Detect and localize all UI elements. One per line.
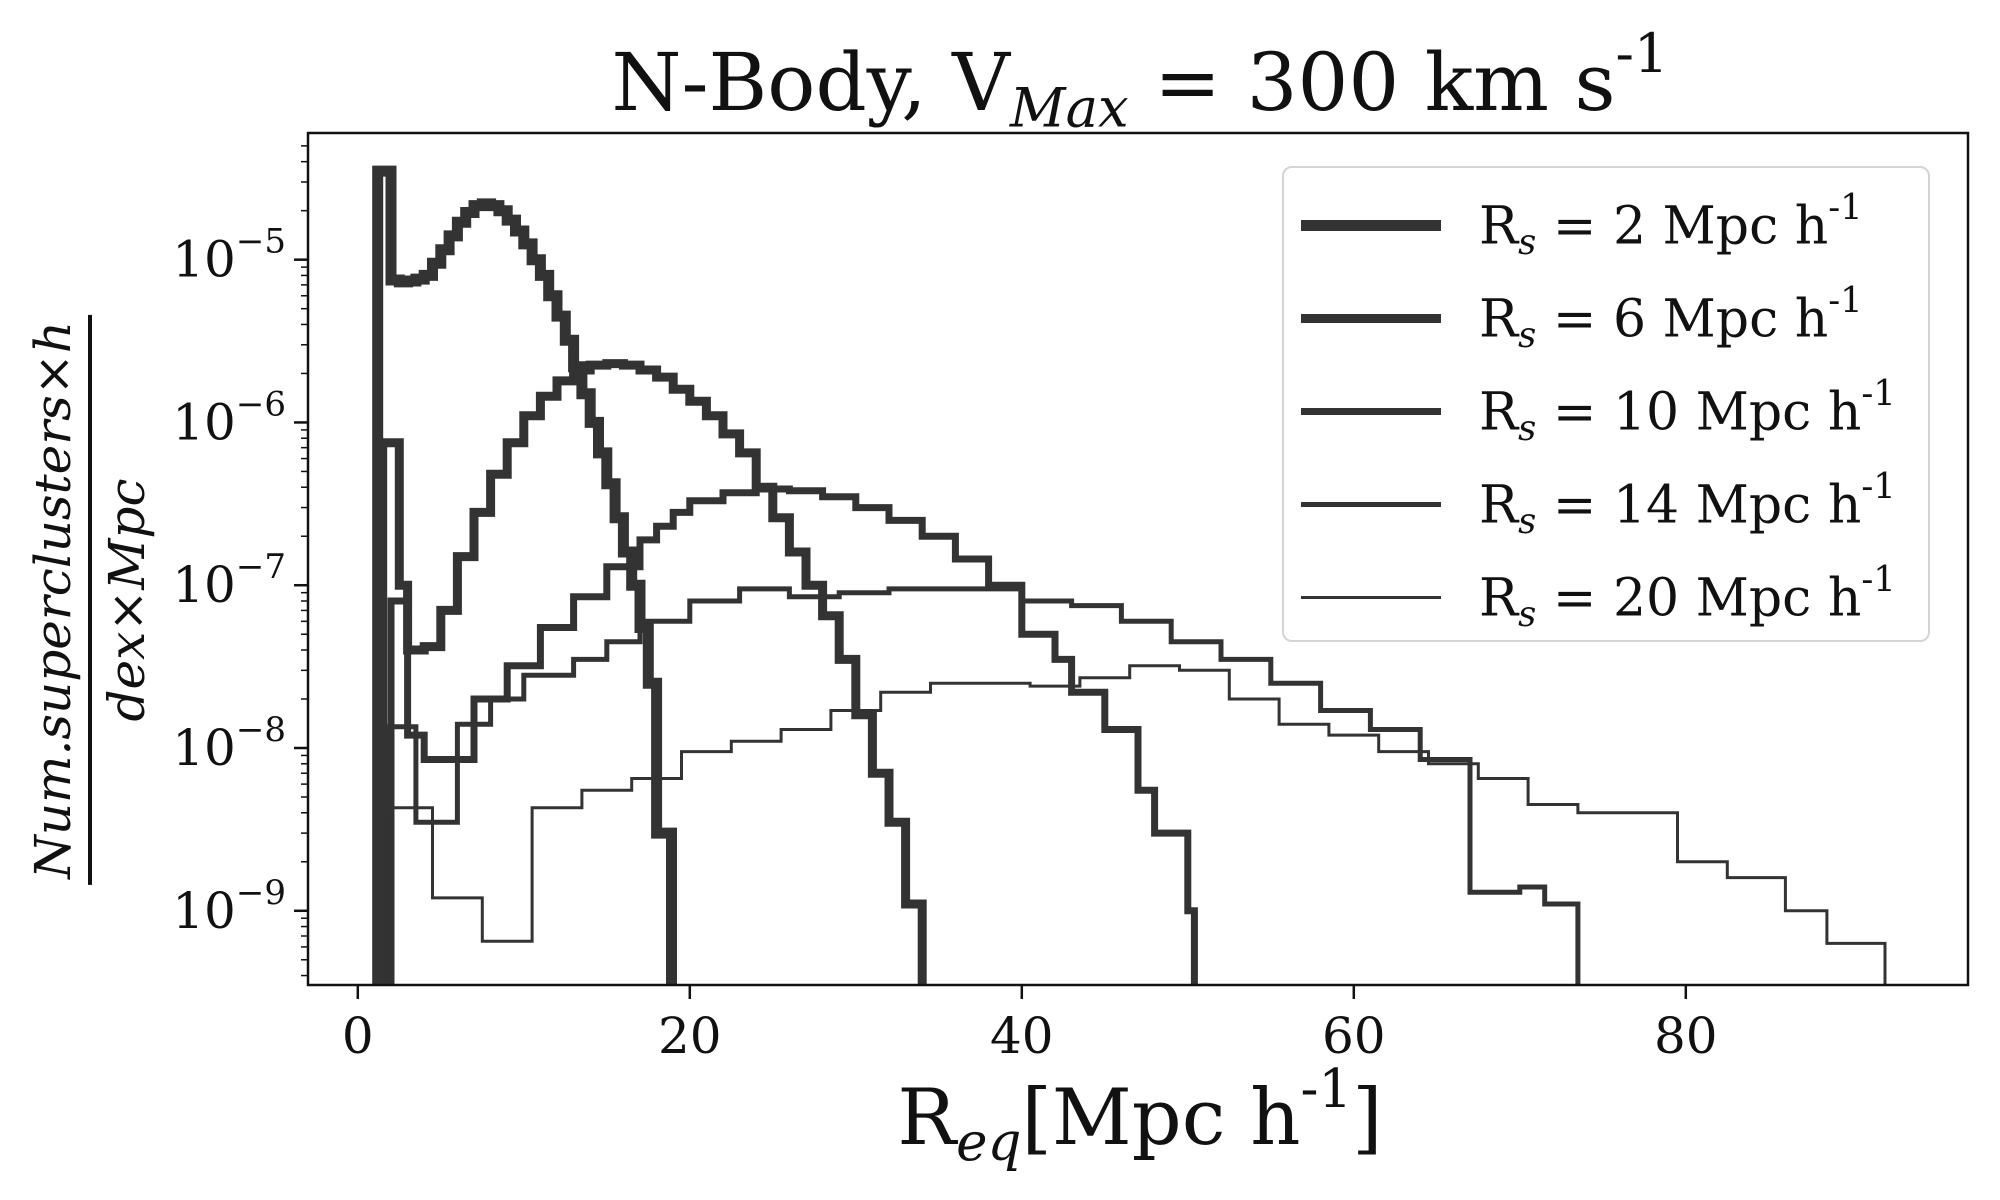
legend-entry: Rs = 20 Mpc h-1 — [1284, 552, 1928, 642]
legend-line-swatch — [1301, 407, 1441, 415]
legend-entry: Rs = 10 Mpc h-1 — [1284, 366, 1928, 456]
y-tick-label: 10−7 — [172, 547, 286, 614]
legend-line-swatch — [1301, 219, 1441, 231]
legend-entry: Rs = 14 Mpc h-1 — [1284, 459, 1928, 549]
series-line-1 — [372, 165, 677, 985]
ticks-layer: 0 20 40 60 80 10−9 10−8 10−7 10−6 10−5 — [172, 145, 1718, 1065]
plot-frame — [306, 131, 1970, 987]
series-line-3 — [387, 485, 1198, 985]
legend-line-swatch — [1301, 501, 1441, 507]
legend-label: Rs = 20 Mpc h-1 — [1479, 558, 1896, 636]
legend-line-swatch — [1301, 313, 1441, 323]
legend-label: Rs = 10 Mpc h-1 — [1479, 372, 1896, 450]
legend-line-swatch — [1301, 595, 1441, 599]
x-tick-label: 20 — [658, 1007, 722, 1065]
x-tick-label: 80 — [1654, 1007, 1718, 1065]
series-line-4 — [385, 586, 1581, 985]
legend-label: Rs = 6 Mpc h-1 — [1479, 279, 1863, 357]
y-tick-label: 10−8 — [172, 710, 286, 777]
y-tick-label: 10−5 — [172, 222, 286, 289]
y-tick-label: 10−9 — [172, 873, 286, 940]
legend-label: Rs = 14 Mpc h-1 — [1479, 465, 1896, 543]
legend-entry: Rs = 6 Mpc h-1 — [1284, 273, 1928, 363]
series-line-2 — [378, 359, 927, 985]
x-tick-label: 0 — [342, 1007, 374, 1065]
x-tick-label: 40 — [990, 1007, 1054, 1065]
series-line-5 — [386, 664, 1887, 985]
x-tick-label: 60 — [1322, 1007, 1386, 1065]
chart-title: N-Body, VMax = 300 km s-1 — [611, 22, 1669, 140]
legend-label: Rs = 2 Mpc h-1 — [1479, 186, 1863, 264]
legend: Rs = 2 Mpc h-1 Rs = 6 Mpc h-1 Rs = 10 Mpc … — [1282, 166, 1930, 642]
legend-entry: Rs = 2 Mpc h-1 — [1284, 180, 1928, 270]
y-tick-label: 10−6 — [172, 384, 286, 451]
series-layer — [372, 165, 1887, 985]
x-axis-label: Req[Mpc h-1] — [897, 1058, 1383, 1174]
